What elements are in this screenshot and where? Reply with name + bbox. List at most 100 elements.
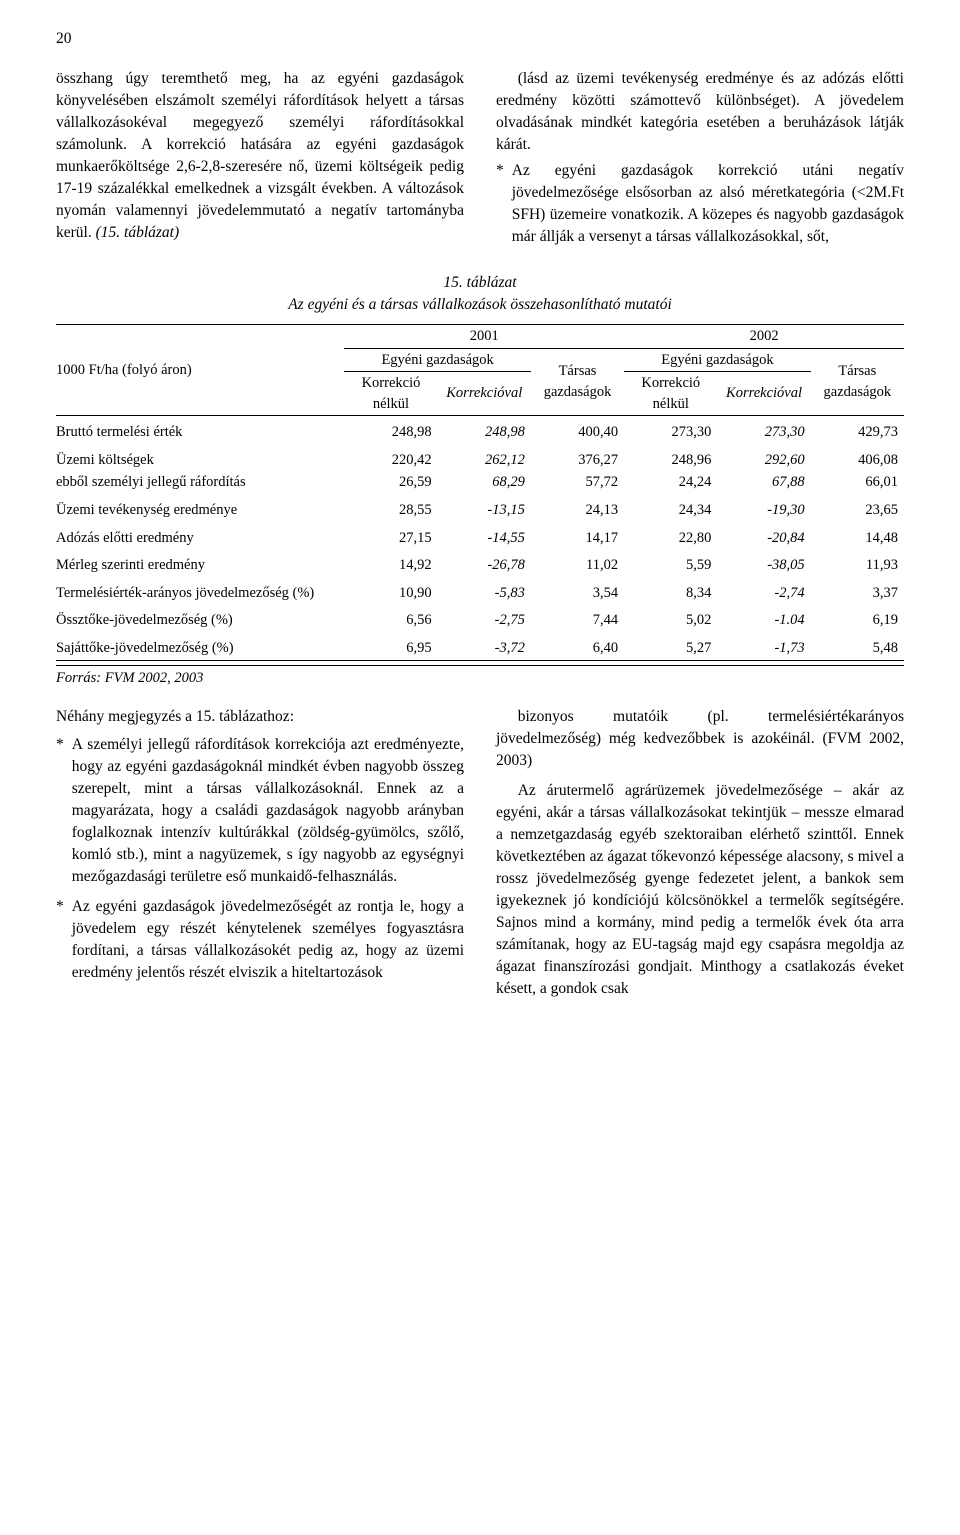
table-cell: -1.04 [717,604,810,632]
notes-title: Néhány megjegyzés a 15. táblázathoz: [56,706,464,728]
asterisk-icon: * [56,734,64,888]
table-cell: 7,44 [531,604,624,632]
table-cell: 400,40 [531,416,624,444]
table-row: Üzemi tevékenység eredménye28,55-13,1524… [56,494,904,522]
table-cell: -19,30 [717,494,810,522]
row-label: Mérleg szerinti eredmény [56,549,344,577]
table-cell: 67,88 [717,471,810,494]
top-left-paragraph: összhang úgy teremthető meg, ha az egyén… [56,68,464,244]
bottom-right-para-2: Az árutermelő agrárüzemek jövedelmezőség… [496,780,904,1000]
tarsas-2002-header: Társas gazdaságok [811,348,904,416]
top-left-column: összhang úgy teremthető meg, ha az egyén… [56,68,464,248]
table-cell: -38,05 [717,549,810,577]
korr-nelkul-2002: Korrekció nélkül [624,372,717,416]
table-cell: 5,02 [624,604,717,632]
table-cell: 6,95 [344,632,437,660]
table-cell: 14,48 [811,522,904,550]
table-cell: 3,54 [531,577,624,605]
top-right-column: (lásd az üzemi tevékenység eredménye és … [496,68,904,248]
table-cell: 14,17 [531,522,624,550]
top-columns: összhang úgy teremthető meg, ha az egyén… [56,68,904,248]
table-body: Bruttó termelési érték248,98248,98400,40… [56,416,904,660]
table-row: Üzemi költségek220,42262,12376,27248,962… [56,444,904,472]
bottom-left-column: Néhány megjegyzés a 15. táblázathoz: * A… [56,706,464,1000]
table-cell: -20,84 [717,522,810,550]
top-right-paragraph-1: (lásd az üzemi tevékenység eredménye és … [496,68,904,156]
table-cell: -26,78 [438,549,531,577]
table-cell: -14,55 [438,522,531,550]
table-cell: 5,48 [811,632,904,660]
table-cell: 22,80 [624,522,717,550]
bottom-right-column: bizonyos mutatóik (pl. termelésiértékará… [496,706,904,1000]
table-cell: -5,83 [438,577,531,605]
korr-val-2002: Korrekcióval [717,372,810,416]
table-cell: -13,15 [438,494,531,522]
table-cell: 248,98 [344,416,437,444]
table-row: Termelésiérték-arányos jövedelmezőség (%… [56,577,904,605]
note-1: * A személyi jellegű ráfordítások korrek… [56,734,464,888]
table-cell: 248,96 [624,444,717,472]
table-cell: 28,55 [344,494,437,522]
row-header-label: 1000 Ft/ha (folyó áron) [56,325,344,416]
row-label: Bruttó termelési érték [56,416,344,444]
row-label: Termelésiérték-arányos jövedelmezőség (%… [56,577,344,605]
table-cell: -1,73 [717,632,810,660]
egyeni-2002-header: Egyéni gazdaságok [624,348,811,372]
table-cell: 57,72 [531,471,624,494]
asterisk-icon: * [56,896,64,984]
table-cell: -2,74 [717,577,810,605]
table-cell: 11,02 [531,549,624,577]
table-caption-number: 15. táblázat [56,272,904,294]
table-cell: 14,92 [344,549,437,577]
table-cell: 376,27 [531,444,624,472]
table-cell: 6,40 [531,632,624,660]
table-cell: 5,27 [624,632,717,660]
table-cell: 8,34 [624,577,717,605]
comparison-table: 1000 Ft/ha (folyó áron) 2001 2002 Egyéni… [56,324,904,661]
table-cell: 273,30 [717,416,810,444]
table-row: Mérleg szerinti eredmény14,92-26,7811,02… [56,549,904,577]
table-cell: 262,12 [438,444,531,472]
table-head: 1000 Ft/ha (folyó áron) 2001 2002 Egyéni… [56,325,904,416]
table-row: Adózás előtti eredmény27,15-14,5514,1722… [56,522,904,550]
row-label: Üzemi költségek [56,444,344,472]
table-cell: -3,72 [438,632,531,660]
note-2-text: Az egyéni gazdaságok jövedelmezőségét az… [72,896,464,984]
top-right-bullet-text: Az egyéni gazdaságok korrekció utáni neg… [512,160,904,248]
korr-nelkul-2001: Korrekció nélkül [344,372,437,416]
row-label: Sajáttőke-jövedelmezőség (%) [56,632,344,660]
table-cell: 24,24 [624,471,717,494]
table-row: ebből személyi jellegű ráfordítás26,5968… [56,471,904,494]
year-2002-header: 2002 [624,325,904,349]
korr-val-2001: Korrekcióval [438,372,531,416]
top-right-bullet: * Az egyéni gazdaságok korrekció utáni n… [496,160,904,248]
table-cell: 68,29 [438,471,531,494]
page-number: 20 [56,28,904,50]
asterisk-icon: * [496,160,504,248]
bottom-columns: Néhány megjegyzés a 15. táblázathoz: * A… [56,706,904,1000]
table-cell: 273,30 [624,416,717,444]
table-cell: 27,15 [344,522,437,550]
table-cell: 292,60 [717,444,810,472]
year-2001-header: 2001 [344,325,624,349]
table-row: Össztőke-jövedelmezőség (%)6,56-2,757,44… [56,604,904,632]
table-cell: 24,34 [624,494,717,522]
table-row: Sajáttőke-jövedelmezőség (%)6,95-3,726,4… [56,632,904,660]
table-cell: 23,65 [811,494,904,522]
note-2: * Az egyéni gazdaságok jövedelmezőségét … [56,896,464,984]
table-cell: 6,19 [811,604,904,632]
table-cell: 248,98 [438,416,531,444]
tarsas-2001-header: Társas gazdaságok [531,348,624,416]
note-1-text: A személyi jellegű ráfordítások korrekci… [72,734,464,888]
bottom-right-para-1: bizonyos mutatóik (pl. termelésiértékará… [496,706,904,772]
row-label: Üzemi tevékenység eredménye [56,494,344,522]
egyeni-2001-header: Egyéni gazdaságok [344,348,531,372]
row-label: Össztőke-jövedelmezőség (%) [56,604,344,632]
table-cell: -2,75 [438,604,531,632]
table-caption: 15. táblázat Az egyéni és a társas válla… [56,272,904,316]
table-cell: 10,90 [344,577,437,605]
table-cell: 24,13 [531,494,624,522]
table-cell: 26,59 [344,471,437,494]
table-cell: 6,56 [344,604,437,632]
table-cell: 429,73 [811,416,904,444]
